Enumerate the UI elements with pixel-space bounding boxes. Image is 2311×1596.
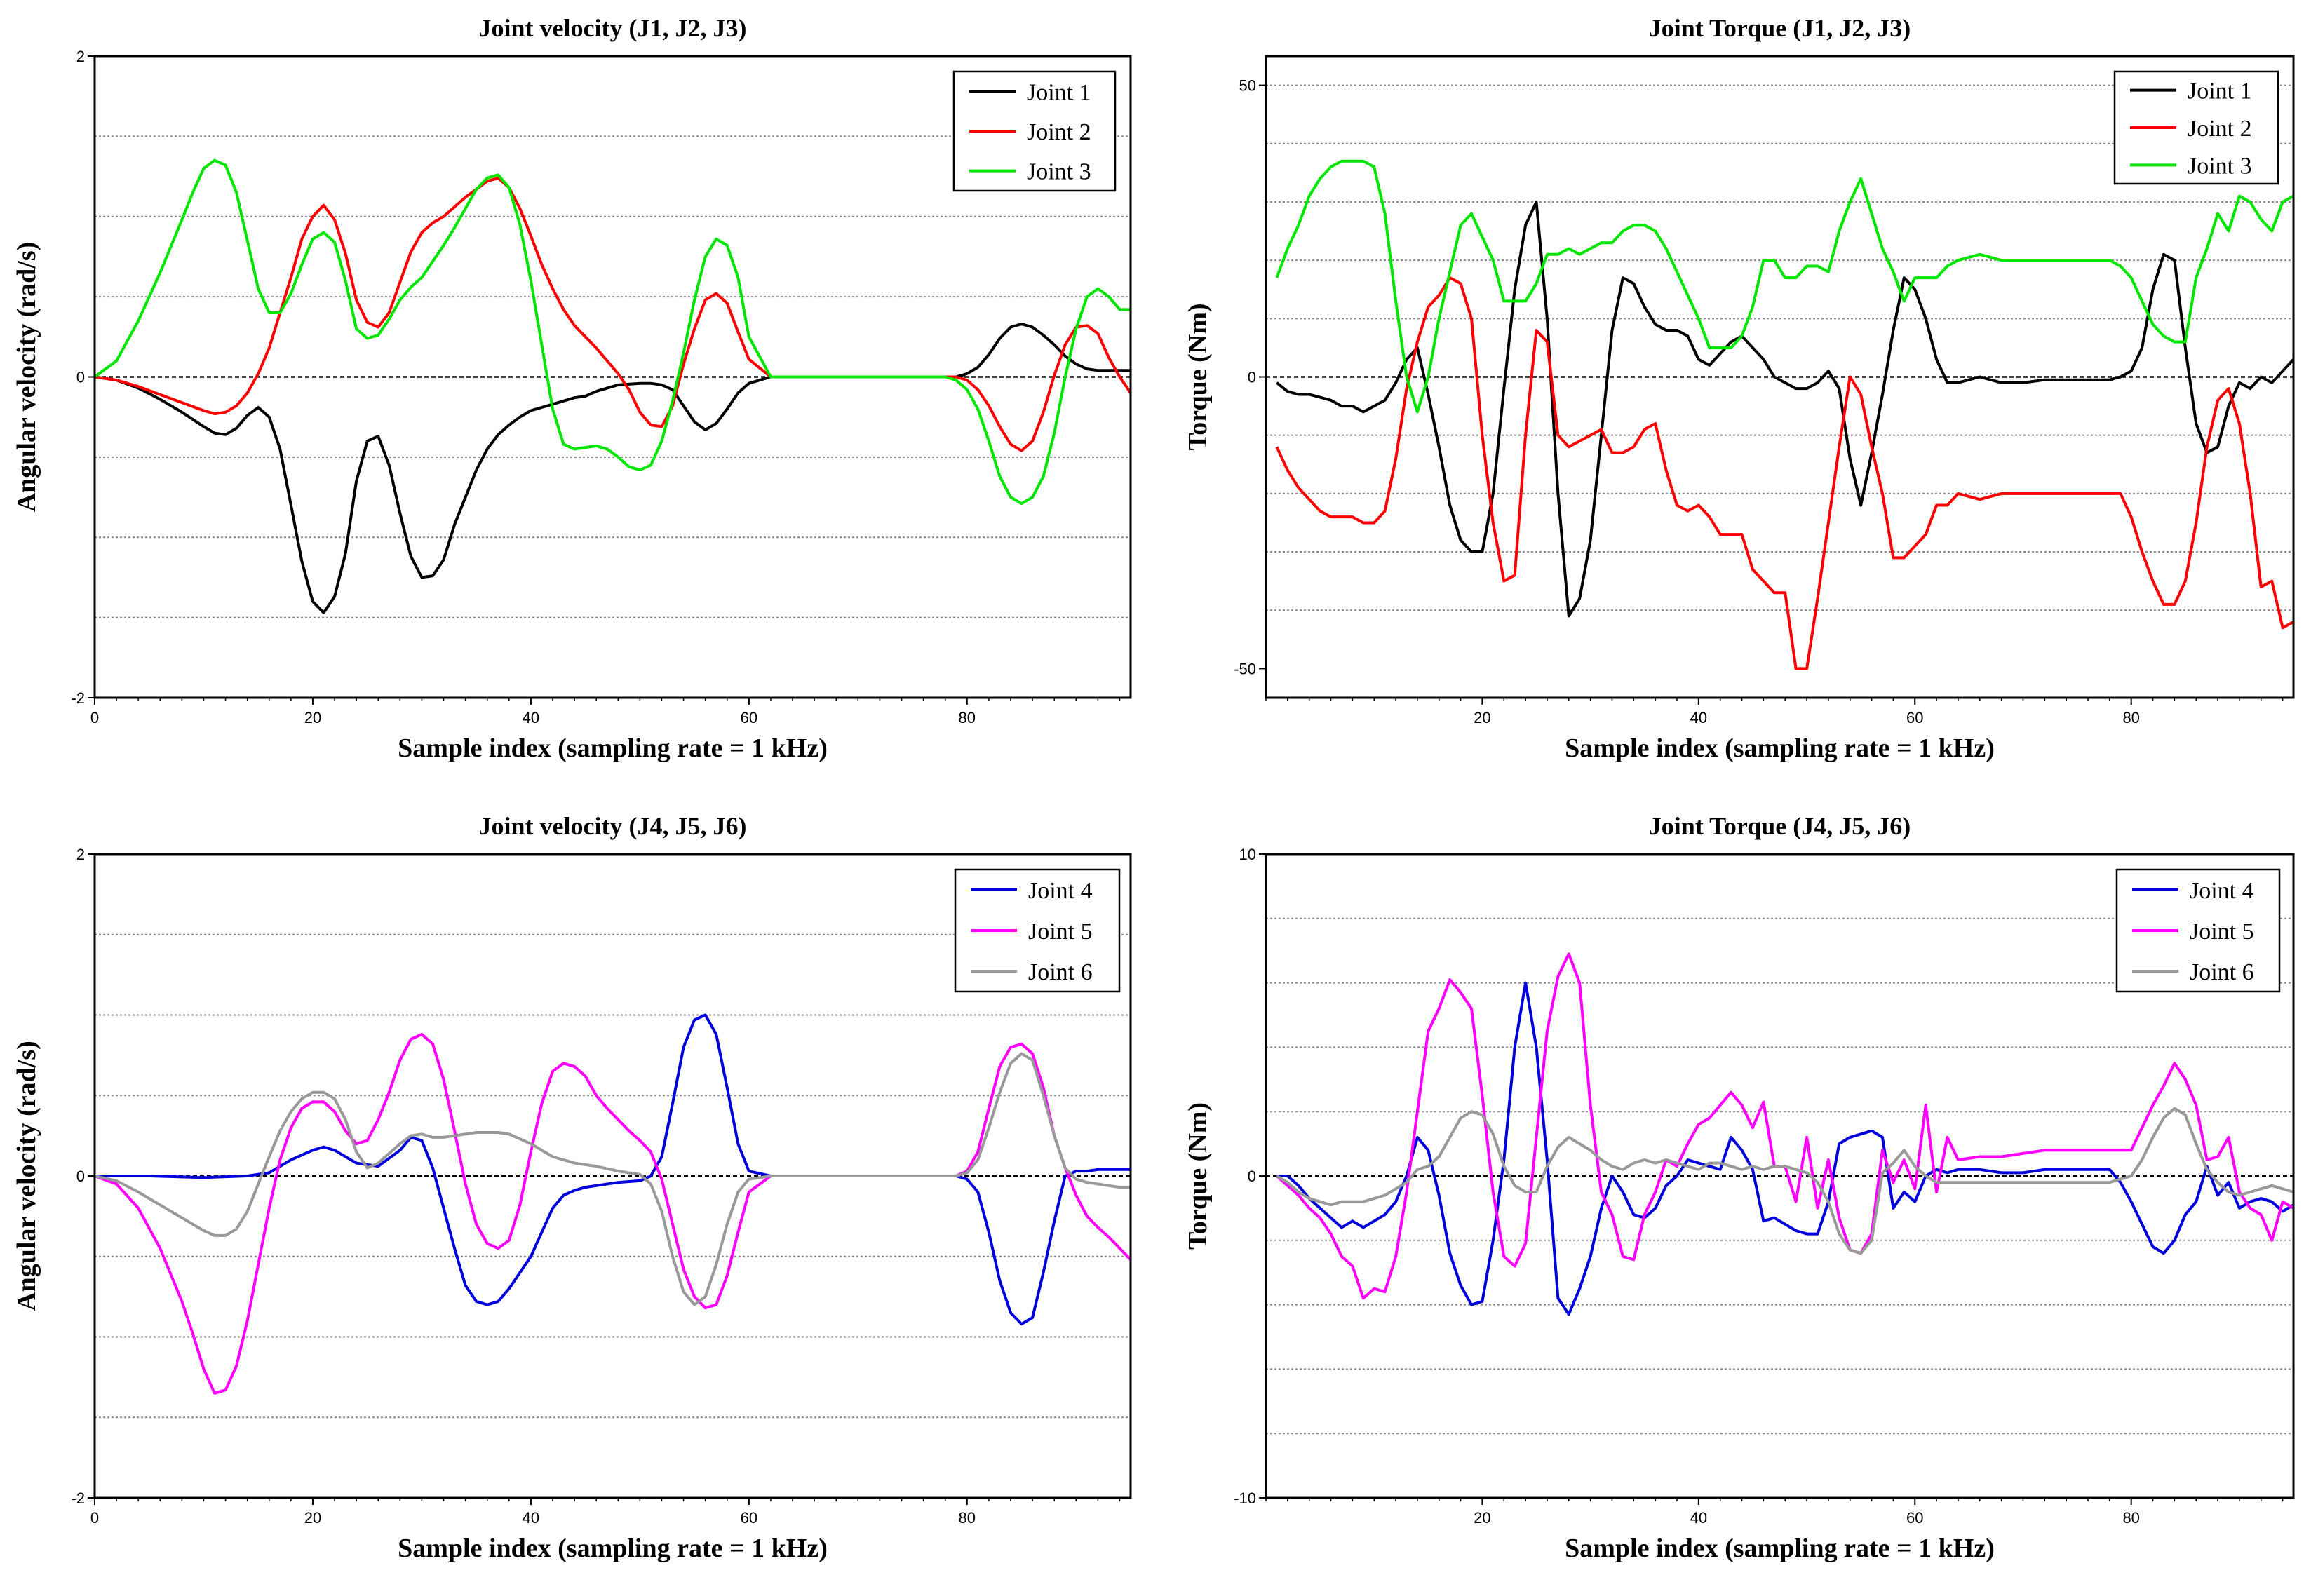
legend: Joint 4 Joint 5 Joint 6 bbox=[2115, 868, 2281, 993]
y-tick-label: -2 bbox=[71, 689, 85, 707]
chart-panel-2: -50 0 50 20 40 60 80 Joint Torque (J1, J2, J3) S… bbox=[1183, 14, 2295, 763]
x-tick-label: 60 bbox=[741, 1509, 757, 1527]
x-axis-label: Sample index (sampling rate = 1 kHz) bbox=[398, 1534, 828, 1563]
series-line-joint-5 bbox=[94, 1033, 1132, 1395]
x-tick-label: 60 bbox=[741, 709, 757, 726]
y-axis-label: Angular velocity (rad/s) bbox=[12, 1041, 41, 1311]
x-axis-label: Sample index (sampling rate = 1 kHz) bbox=[1565, 1534, 1995, 1563]
x-tick-label: 60 bbox=[1906, 709, 1923, 726]
x-tick-label: 80 bbox=[959, 1509, 976, 1527]
x-tick-label: 0 bbox=[90, 1509, 99, 1527]
y-tick-label: -10 bbox=[1234, 1489, 1256, 1507]
series-line-joint-3 bbox=[1275, 159, 2294, 414]
series-line-joint-5 bbox=[1276, 952, 2295, 1300]
y-tick-label: 50 bbox=[1239, 77, 1256, 95]
chart-title: Joint velocity (J4, J5, J6) bbox=[479, 812, 747, 840]
y-tick-label: 0 bbox=[1248, 369, 1256, 386]
x-tick-label: 20 bbox=[1474, 1509, 1490, 1527]
series-line-joint-4 bbox=[1276, 981, 2295, 1316]
x-tick-label: 20 bbox=[304, 709, 321, 726]
legend-label-joint-6: Joint 6 bbox=[1028, 959, 1093, 985]
x-tick-label: 80 bbox=[2122, 1509, 2139, 1527]
legend: Joint 4 Joint 5 Joint 6 bbox=[954, 868, 1121, 993]
y-axis-label: Torque (Nm) bbox=[1183, 1102, 1213, 1250]
legend-label-joint-4: Joint 4 bbox=[2190, 878, 2254, 904]
x-tick-label: 40 bbox=[523, 709, 539, 726]
series-line-joint-4 bbox=[95, 1013, 1131, 1326]
series-line-joint-6 bbox=[1276, 1107, 2294, 1255]
chart-panel-4: -10 0 10 20 40 60 80 Joint Torque (J4, J5, J6) S… bbox=[1183, 812, 2295, 1563]
y-tick-label: -50 bbox=[1234, 660, 1256, 677]
legend: Joint 1 Joint 2 Joint 3 bbox=[952, 70, 1117, 192]
y-tick-label: 0 bbox=[1248, 1168, 1256, 1185]
legend-label-joint-5: Joint 5 bbox=[1028, 919, 1093, 945]
chart-title: Joint Torque (J4, J5, J6) bbox=[1649, 812, 1911, 840]
chart-title: Joint velocity (J1, J2, J3) bbox=[479, 14, 747, 42]
y-tick-label: 2 bbox=[76, 846, 85, 863]
legend-label-joint-2: Joint 2 bbox=[1027, 119, 1091, 145]
legend-label-joint-6: Joint 6 bbox=[2190, 959, 2254, 985]
series-line-joint-1 bbox=[1276, 201, 2295, 618]
legend-label-joint-5: Joint 5 bbox=[2190, 919, 2254, 945]
y-tick-label: 10 bbox=[1239, 846, 1256, 863]
legend-label-joint-3: Joint 3 bbox=[1027, 159, 1091, 185]
y-axis-label: Angular velocity (rad/s) bbox=[12, 242, 41, 513]
series-line-joint-1 bbox=[94, 323, 1131, 614]
x-axis-label: Sample index (sampling rate = 1 kHz) bbox=[1565, 733, 1995, 763]
x-tick-label: 20 bbox=[1474, 709, 1490, 726]
legend-label-joint-2: Joint 2 bbox=[2188, 116, 2252, 142]
y-tick-label: 0 bbox=[76, 369, 85, 386]
x-tick-label: 20 bbox=[304, 1509, 321, 1527]
x-tick-label: 0 bbox=[90, 709, 99, 726]
x-tick-label: 40 bbox=[1690, 709, 1707, 726]
legend-label-joint-1: Joint 1 bbox=[1027, 79, 1091, 105]
legend-label-joint-1: Joint 1 bbox=[2188, 79, 2252, 104]
y-tick-label: -2 bbox=[71, 1489, 85, 1507]
x-axis-label: Sample index (sampling rate = 1 kHz) bbox=[398, 733, 828, 763]
x-tick-label: 40 bbox=[523, 1509, 539, 1527]
series-line-joint-3 bbox=[93, 158, 1131, 506]
x-tick-label: 80 bbox=[2122, 709, 2139, 726]
y-tick-label: 2 bbox=[76, 48, 85, 65]
legend-label-joint-4: Joint 4 bbox=[1028, 878, 1093, 904]
series-line-joint-2 bbox=[94, 176, 1132, 452]
y-axis-label: Torque (Nm) bbox=[1183, 303, 1213, 450]
x-tick-label: 60 bbox=[1906, 1509, 1923, 1527]
x-tick-label: 40 bbox=[1690, 1509, 1707, 1527]
legend: Joint 1 Joint 2 Joint 3 bbox=[2113, 70, 2279, 185]
series-line-joint-6 bbox=[94, 1052, 1131, 1306]
legend-label-joint-3: Joint 3 bbox=[2188, 153, 2252, 179]
y-tick-label: 0 bbox=[76, 1168, 85, 1185]
x-tick-label: 80 bbox=[959, 709, 976, 726]
chart-title: Joint Torque (J1, J2, J3) bbox=[1649, 14, 1911, 42]
series-line-joint-2 bbox=[1275, 276, 2294, 670]
